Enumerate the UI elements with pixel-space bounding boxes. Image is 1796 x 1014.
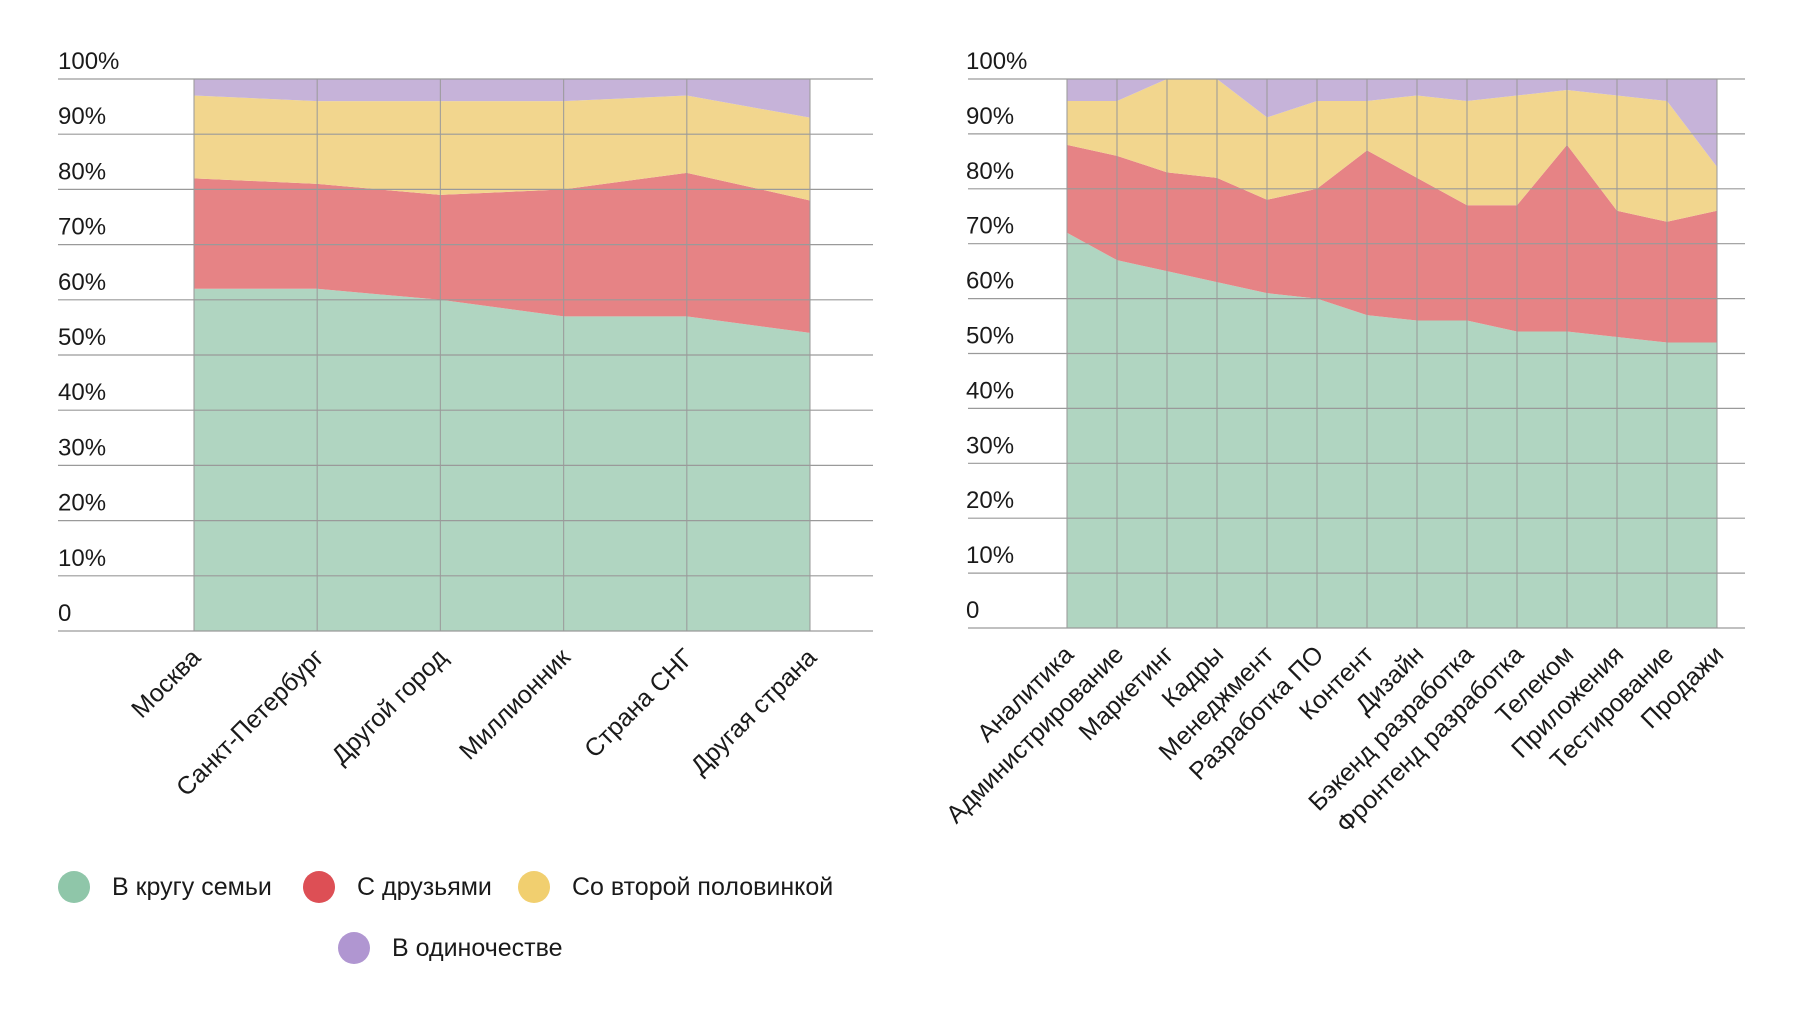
area-alone [194,79,810,118]
y-tick-label: 50% [966,323,1014,350]
area-alone [1067,79,1717,167]
area-partner [194,95,810,201]
y-tick-label: 80% [58,158,106,185]
y-tick-label: 50% [58,324,106,351]
category-label: Миллионник [454,643,577,766]
y-tick-label: 10% [58,545,106,572]
area-partner [1067,79,1717,222]
chart-by-city: 010%20%30%40%50%60%70%80%90%100%МоскваСа… [58,48,873,802]
y-tick-label: 100% [966,48,1027,75]
y-tick-label: 70% [966,213,1014,240]
category-label: Страна СНГ [579,643,699,763]
y-tick-label: 60% [58,269,106,296]
y-tick-label: 40% [58,379,106,406]
y-tick-label: 90% [58,103,106,130]
y-tick-label: 100% [58,48,119,75]
y-tick-label: 40% [966,377,1014,404]
y-tick-label: 30% [58,434,106,461]
y-tick-label: 10% [966,542,1014,569]
y-tick-label: 20% [966,487,1014,514]
category-label: Москва [126,643,206,723]
category-label: Другой город [326,643,453,770]
y-tick-label: 0 [58,600,71,627]
y-tick-label: 30% [966,432,1014,459]
y-tick-label: 80% [966,158,1014,185]
area-family [194,288,810,631]
category-label: Другая страна [685,643,822,780]
y-tick-label: 20% [58,490,106,517]
y-tick-label: 90% [966,103,1014,130]
y-tick-label: 70% [58,214,106,241]
y-tick-label: 0 [966,597,979,624]
area-friends [194,172,810,333]
y-tick-label: 60% [966,268,1014,295]
chart-by-specialty: 010%20%30%40%50%60%70%80%90%100%Аналитик… [941,48,1745,839]
